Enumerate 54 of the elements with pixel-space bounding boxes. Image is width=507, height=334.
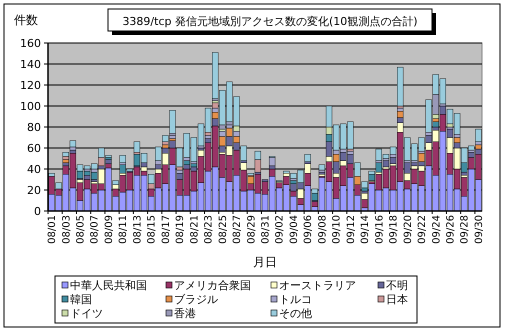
y-tick-label: 160: [20, 37, 41, 50]
x-tick-label: 09/02: [274, 215, 286, 244]
x-tick-label: 09/24: [431, 215, 442, 244]
x-tick-label: 08/11: [118, 215, 130, 244]
x-tick-label: 08/15: [146, 215, 158, 244]
y-tick-label: 100: [20, 100, 41, 113]
x-tick-label: 09/22: [417, 215, 428, 244]
legend-label: 日本: [386, 293, 408, 306]
y-tick-label: 40: [27, 163, 41, 176]
chart-title: 3389/tcp 発信元地域別アクセス数の変化(10観測点の合計): [122, 15, 418, 28]
x-tick-label: 09/30: [474, 215, 485, 244]
legend-label: オーストラリア: [279, 279, 356, 292]
x-tick-label: 08/05: [76, 215, 87, 244]
legend-label: 香港: [174, 307, 196, 320]
x-tick-label: 08/17: [160, 215, 172, 244]
x-tick-label: 09/12: [346, 215, 357, 244]
x-axis-title: 月日: [253, 255, 277, 269]
y-tick-label: 140: [20, 58, 41, 71]
x-tick-label: 09/04: [288, 215, 300, 244]
x-tick-label: 08/01: [47, 215, 58, 244]
x-tick-label: 08/03: [61, 215, 72, 244]
legend-label: アメリカ合衆国: [174, 279, 251, 292]
y-axis-title: 件数: [14, 13, 38, 27]
x-tick-label: 08/07: [90, 215, 101, 244]
y-tick-label: 80: [27, 121, 41, 134]
y-tick-label: 120: [20, 79, 41, 92]
x-tick-label: 09/18: [388, 215, 400, 244]
x-tick-label: 09/14: [360, 215, 372, 244]
x-tick-label: 09/16: [374, 215, 386, 244]
x-tick-label: 08/27: [232, 215, 244, 244]
x-tick-label: 09/06: [303, 215, 314, 244]
x-tick-label: 08/29: [246, 215, 258, 244]
legend-label: 中華人民共和国: [70, 279, 147, 292]
x-tick-label: 08/19: [175, 215, 186, 244]
legend-label: ブラジル: [174, 293, 218, 306]
x-tick-label: 08/25: [218, 215, 229, 244]
y-tick-label: 20: [27, 184, 41, 197]
x-tick-label: 09/20: [402, 215, 414, 244]
x-tick-label: 08/13: [132, 215, 144, 244]
legend-label: 不明: [386, 279, 408, 292]
x-tick-label: 09/28: [460, 215, 471, 244]
x-tick-label: 08/21: [189, 215, 200, 244]
x-tick-label: 09/08: [317, 215, 328, 244]
legend-label: その他: [279, 307, 312, 320]
x-tick-label: 08/23: [204, 215, 215, 244]
x-tick-label: 09/10: [332, 215, 343, 244]
x-tick-label: 08/31: [260, 215, 272, 244]
legend-label: トルコ: [279, 293, 312, 306]
y-tick-label: 60: [27, 142, 41, 155]
legend-label: 韓国: [70, 293, 92, 306]
legend-label: ドイツ: [70, 307, 103, 320]
x-tick-label: 08/09: [104, 215, 115, 244]
x-tick-label: 09/26: [445, 215, 456, 244]
y-tick-label: 0: [34, 205, 41, 218]
